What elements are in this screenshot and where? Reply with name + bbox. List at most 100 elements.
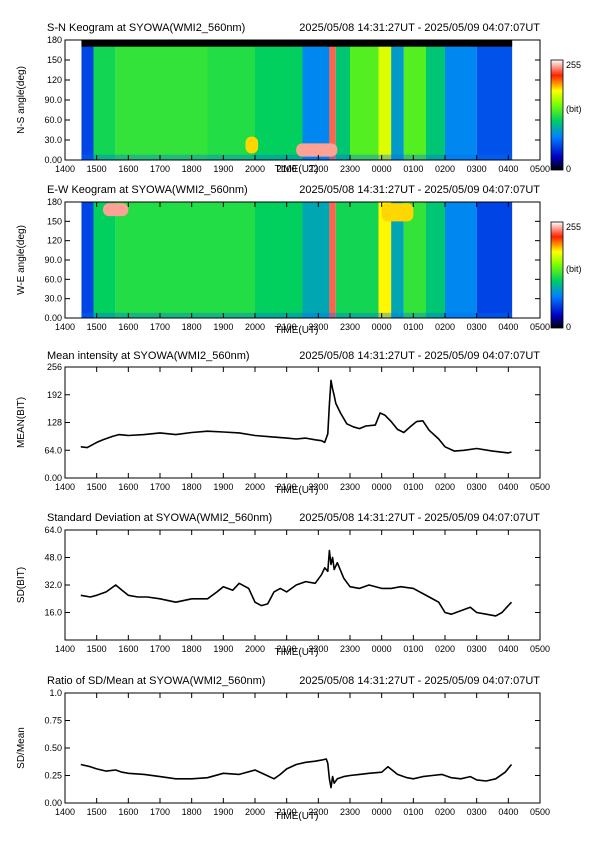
x-tick-label: 1900 bbox=[213, 807, 233, 817]
x-tick-label: 0500 bbox=[530, 807, 550, 817]
y-tick-label: 120 bbox=[47, 75, 62, 85]
x-tick-label: 2000 bbox=[245, 807, 265, 817]
x-tick-label: 0200 bbox=[435, 164, 455, 174]
keogram-band bbox=[445, 202, 477, 318]
panel-title: S-N Keogram at SYOWA(WMI2_560nm) bbox=[47, 22, 245, 34]
x-tick-label: 0000 bbox=[372, 807, 392, 817]
x-tick-label: 1600 bbox=[118, 322, 138, 332]
y-tick-label: 0.75 bbox=[44, 716, 62, 726]
keogram-band bbox=[93, 40, 116, 160]
keogram-band bbox=[329, 202, 336, 318]
y-tick-label: 0.00 bbox=[44, 313, 62, 323]
x-tick-label: 1500 bbox=[87, 164, 107, 174]
keogram-band bbox=[445, 40, 477, 160]
x-tick-label: 0000 bbox=[372, 164, 392, 174]
x-tick-label: 1600 bbox=[118, 807, 138, 817]
y-tick-label: 60.0 bbox=[44, 115, 62, 125]
keogram-feature bbox=[245, 136, 259, 154]
keogram-band bbox=[403, 40, 426, 160]
keogram-band bbox=[115, 202, 208, 318]
keogram-band bbox=[115, 40, 208, 160]
keogram-masked-band bbox=[81, 40, 513, 47]
keogram-band bbox=[391, 202, 404, 318]
y-tick-label: 150 bbox=[47, 216, 62, 226]
x-tick-label: 0100 bbox=[403, 164, 423, 174]
x-tick-label: 0200 bbox=[435, 644, 455, 654]
y-tick-label: 192 bbox=[47, 390, 62, 400]
y-tick-label: 0.00 bbox=[44, 155, 62, 165]
x-tick-label: 2100 bbox=[277, 482, 297, 492]
panel-sd: Standard Deviation at SYOWA(WMI2_560nm) 2… bbox=[16, 512, 550, 658]
colorbar-min-label: 0 bbox=[566, 322, 571, 332]
colorbar-unit-label: (bit) bbox=[566, 264, 582, 274]
x-tick-label: 0300 bbox=[467, 164, 487, 174]
series-line bbox=[80, 758, 513, 789]
x-tick-label: 0500 bbox=[530, 644, 550, 654]
series-line bbox=[80, 379, 512, 454]
x-tick-label: 1700 bbox=[150, 164, 170, 174]
colorbar-max-label: 255 bbox=[566, 60, 581, 70]
x-tick-label: 1800 bbox=[182, 807, 202, 817]
x-tick-label: 1600 bbox=[118, 482, 138, 492]
keogram-horizon-low bbox=[81, 154, 513, 160]
x-tick-label: 1700 bbox=[150, 482, 170, 492]
x-axis-label: TIME(UT) bbox=[275, 325, 319, 336]
keogram-band bbox=[391, 40, 404, 160]
x-tick-label: 1800 bbox=[182, 322, 202, 332]
x-tick-label: 2100 bbox=[277, 322, 297, 332]
x-tick-label: 0400 bbox=[498, 164, 518, 174]
x-tick-label: 0300 bbox=[467, 322, 487, 332]
x-tick-label: 0500 bbox=[530, 482, 550, 492]
x-tick-label: 1900 bbox=[213, 644, 233, 654]
x-tick-label: 0500 bbox=[530, 322, 550, 332]
y-tick-label: 180 bbox=[47, 35, 62, 45]
keogram-band bbox=[378, 202, 392, 318]
time-range-label: 2025/05/08 14:31:27UT - 2025/05/09 04:07… bbox=[299, 675, 540, 687]
y-tick-label: 0.25 bbox=[44, 771, 62, 781]
keogram-feature bbox=[381, 203, 414, 222]
keogram-horizon-low bbox=[81, 312, 513, 318]
y-tick-label: 64.0 bbox=[44, 445, 62, 455]
keogram-band bbox=[476, 202, 513, 318]
panel-title: Ratio of SD/Mean at SYOWA(WMI2_560nm) bbox=[47, 675, 265, 687]
x-tick-label: 0200 bbox=[435, 482, 455, 492]
keogram-band bbox=[335, 40, 350, 160]
y-tick-label: 90.0 bbox=[44, 255, 62, 265]
time-range-label: 2025/05/08 14:31:27UT - 2025/05/09 04:07… bbox=[299, 512, 540, 524]
panel-title: Standard Deviation at SYOWA(WMI2_560nm) bbox=[47, 512, 272, 524]
x-tick-label: 1500 bbox=[87, 644, 107, 654]
x-tick-label: 1900 bbox=[213, 482, 233, 492]
y-tick-label: 16.0 bbox=[44, 608, 62, 618]
x-tick-label: 0400 bbox=[498, 322, 518, 332]
x-tick-label: 0300 bbox=[467, 482, 487, 492]
x-tick-label: 2200 bbox=[308, 807, 328, 817]
x-tick-label: 2300 bbox=[340, 482, 360, 492]
x-tick-label: 2100 bbox=[277, 807, 297, 817]
keogram-band bbox=[335, 202, 379, 318]
x-tick-label: 0100 bbox=[403, 644, 423, 654]
keogram-band bbox=[350, 40, 379, 160]
keogram-band bbox=[302, 40, 330, 160]
x-tick-label: 0300 bbox=[467, 807, 487, 817]
y-tick-label: 32.0 bbox=[44, 580, 62, 590]
x-axis-label: TIME(UT) bbox=[275, 164, 319, 175]
x-tick-label: 0500 bbox=[530, 164, 550, 174]
y-axis-label: SD(BIT) bbox=[16, 567, 27, 603]
time-range-label: 2025/05/08 14:31:27UT - 2025/05/09 04:07… bbox=[299, 22, 540, 34]
y-tick-label: 120 bbox=[47, 236, 62, 246]
x-tick-label: 2300 bbox=[340, 322, 360, 332]
x-axis-label: TIME(UT) bbox=[275, 811, 319, 822]
x-tick-label: 2000 bbox=[245, 164, 265, 174]
y-axis-label: N-S angle(deg) bbox=[16, 66, 27, 134]
x-tick-label: 1400 bbox=[55, 322, 75, 332]
time-range-label: 2025/05/08 14:31:27UT - 2025/05/09 04:07… bbox=[299, 350, 540, 362]
plot-frame bbox=[64, 366, 541, 479]
keogram-band bbox=[302, 202, 330, 318]
keogram-band bbox=[255, 40, 303, 160]
y-tick-label: 0.00 bbox=[44, 473, 62, 483]
x-tick-label: 0200 bbox=[435, 322, 455, 332]
x-axis-label: TIME(UT) bbox=[275, 647, 319, 658]
keogram-band bbox=[81, 202, 94, 318]
y-axis-label: SD/Mean bbox=[16, 727, 27, 769]
